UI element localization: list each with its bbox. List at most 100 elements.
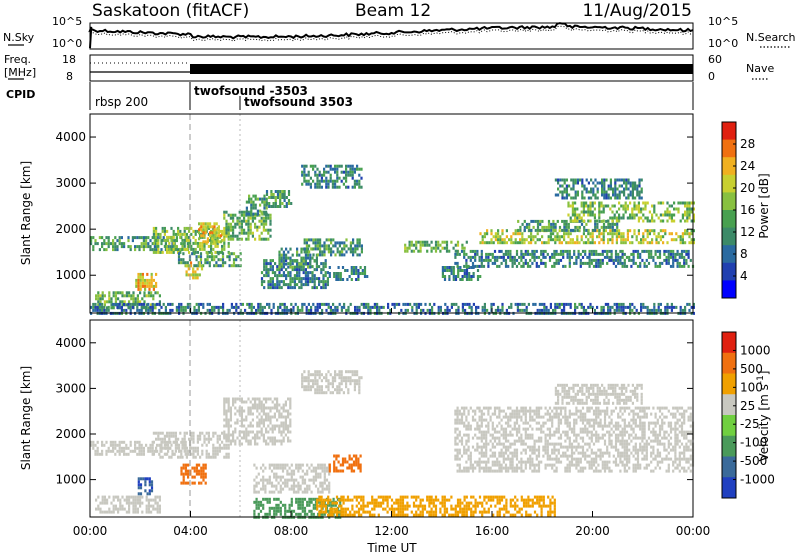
range-gate-cell bbox=[543, 241, 546, 245]
range-gate-cell bbox=[309, 176, 312, 180]
range-gate-cell bbox=[415, 302, 418, 306]
range-gate-cell bbox=[297, 506, 300, 510]
range-gate-cell bbox=[474, 264, 477, 268]
range-gate-cell bbox=[232, 403, 235, 407]
range-gate-cell bbox=[114, 297, 117, 301]
range-gate-cell bbox=[247, 228, 250, 232]
range-gate-cell bbox=[559, 252, 563, 256]
range-gate-cell bbox=[166, 247, 169, 251]
range-gate-cell bbox=[132, 501, 135, 505]
range-gate-cell bbox=[180, 305, 183, 309]
range-gate-cell bbox=[307, 256, 310, 260]
range-gate-cell bbox=[336, 385, 339, 389]
range-gate-cell bbox=[404, 243, 407, 247]
range-gate-cell bbox=[494, 235, 497, 239]
range-gate-cell bbox=[386, 510, 389, 514]
range-gate-cell bbox=[580, 235, 583, 239]
range-gate-cell bbox=[101, 294, 104, 298]
range-gate-cell bbox=[571, 238, 574, 242]
range-gate-cell bbox=[558, 235, 561, 239]
range-gate-cell bbox=[291, 280, 294, 284]
range-gate-cell bbox=[284, 466, 287, 470]
range-gate-cell bbox=[131, 449, 134, 453]
range-gate-cell bbox=[238, 442, 241, 446]
range-gate-cell bbox=[688, 207, 691, 211]
range-gate-cell bbox=[357, 495, 361, 499]
range-gate-cell bbox=[346, 495, 350, 499]
range-gate-cell bbox=[470, 305, 473, 309]
range-gate-cell bbox=[558, 305, 561, 309]
range-gate-cell bbox=[310, 512, 313, 516]
range-gate-cell bbox=[496, 498, 499, 502]
range-gate-cell bbox=[266, 481, 269, 485]
range-gate-cell bbox=[362, 498, 365, 502]
range-gate-cell bbox=[589, 201, 592, 205]
range-gate-cell bbox=[125, 498, 128, 502]
range-gate-cell bbox=[263, 265, 266, 269]
range-gate-cell bbox=[616, 222, 619, 226]
range-gate-cell bbox=[357, 501, 361, 505]
range-gate-cell bbox=[592, 252, 596, 256]
range-gate-cell bbox=[98, 302, 101, 306]
range-gate-cell bbox=[120, 245, 123, 249]
range-gate-cell bbox=[170, 250, 173, 254]
range-gate-cell bbox=[614, 258, 618, 262]
range-gate-cell bbox=[563, 219, 566, 223]
range-gate-cell bbox=[498, 255, 501, 259]
range-gate-cell bbox=[253, 478, 256, 482]
range-gate-cell bbox=[234, 421, 237, 425]
range-gate-cell bbox=[217, 258, 220, 262]
range-gate-cell bbox=[163, 434, 166, 438]
range-gate-cell bbox=[134, 236, 137, 240]
range-gate-cell bbox=[558, 238, 561, 242]
range-gate-cell bbox=[426, 308, 429, 312]
range-gate-cell bbox=[423, 243, 427, 247]
range-gate-cell bbox=[203, 440, 206, 444]
range-gate-cell bbox=[686, 207, 689, 211]
range-gate-cell bbox=[112, 248, 115, 252]
range-gate-cell bbox=[574, 229, 577, 233]
range-gate-cell bbox=[349, 241, 352, 245]
range-gate-cell bbox=[183, 238, 186, 242]
range-gate-cell bbox=[116, 245, 119, 249]
range-gate-cell bbox=[611, 219, 614, 223]
range-gate-cell bbox=[149, 305, 152, 309]
range-gate-cell bbox=[303, 481, 307, 485]
range-gate-cell bbox=[452, 272, 455, 275]
range-gate-cell bbox=[101, 449, 104, 453]
range-gate-cell bbox=[296, 277, 299, 281]
range-gate-cell bbox=[627, 181, 630, 185]
range-gate-cell bbox=[452, 278, 455, 281]
range-gate-cell bbox=[461, 308, 464, 312]
range-gate-cell bbox=[223, 216, 226, 220]
range-gate-cell bbox=[139, 300, 142, 304]
range-gate-cell bbox=[139, 477, 143, 481]
range-gate-cell bbox=[334, 379, 337, 383]
range-gate-cell bbox=[182, 305, 185, 309]
range-gate-cell bbox=[350, 278, 353, 281]
range-gate-cell bbox=[204, 475, 207, 479]
range-gate-cell bbox=[286, 469, 289, 473]
range-gate-cell bbox=[199, 247, 202, 251]
range-gate-cell bbox=[282, 403, 285, 407]
range-gate-cell bbox=[615, 305, 618, 309]
range-gate-cell bbox=[576, 235, 579, 239]
range-gate-cell bbox=[278, 262, 281, 266]
range-gate-cell bbox=[260, 400, 263, 404]
range-gate-cell bbox=[90, 236, 93, 240]
range-gate-cell bbox=[574, 210, 577, 214]
range-gate-cell bbox=[199, 431, 202, 435]
range-gate-cell bbox=[603, 178, 606, 182]
range-gate-cell bbox=[676, 249, 679, 253]
range-gate-cell bbox=[283, 193, 286, 196]
range-gate-cell bbox=[163, 440, 166, 444]
range-gate-cell bbox=[326, 283, 329, 287]
range-gate-cell bbox=[101, 242, 104, 246]
range-gate-cell bbox=[269, 280, 272, 284]
range-gate-cell bbox=[147, 308, 150, 312]
range-gate-cell bbox=[375, 504, 378, 508]
range-gate-cell bbox=[323, 463, 326, 467]
range-gate-cell bbox=[317, 475, 320, 479]
range-gate-cell bbox=[613, 204, 616, 208]
range-gate-cell bbox=[666, 207, 669, 211]
